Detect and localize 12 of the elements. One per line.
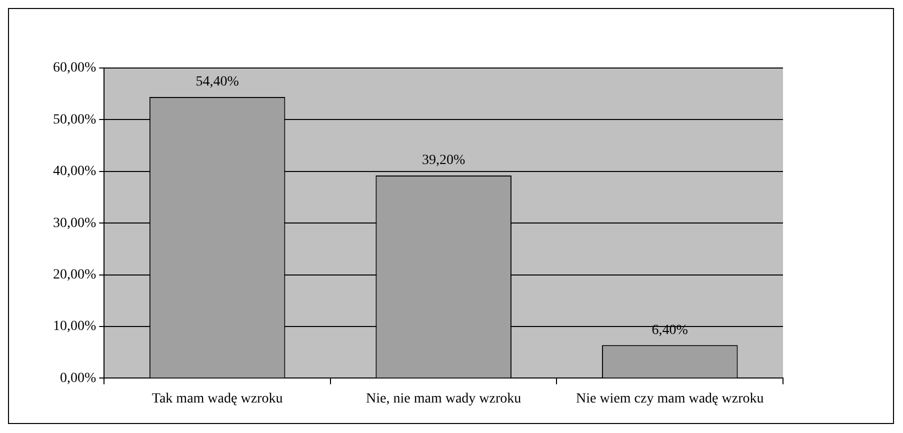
y-tick-label: 50,00% [52,112,96,128]
y-tick-label: 10,00% [52,319,96,334]
y-tick-label: 60,00% [52,60,96,76]
data-label: 54,40% [196,74,240,90]
x-tick-label: Tak mam wadę wzroku [152,391,283,406]
y-tick-label: 30,00% [52,216,96,231]
y-tick-label: 20,00% [52,267,96,282]
data-label: 39,20% [422,153,466,168]
x-tick-label: Nie wiem czy mam wadę wzroku [576,391,764,406]
x-tick-label: Nie, nie mam wady wzroku [366,391,522,406]
y-tick-label: 0,00% [60,370,96,386]
y-tick-label: 40,00% [52,164,96,180]
